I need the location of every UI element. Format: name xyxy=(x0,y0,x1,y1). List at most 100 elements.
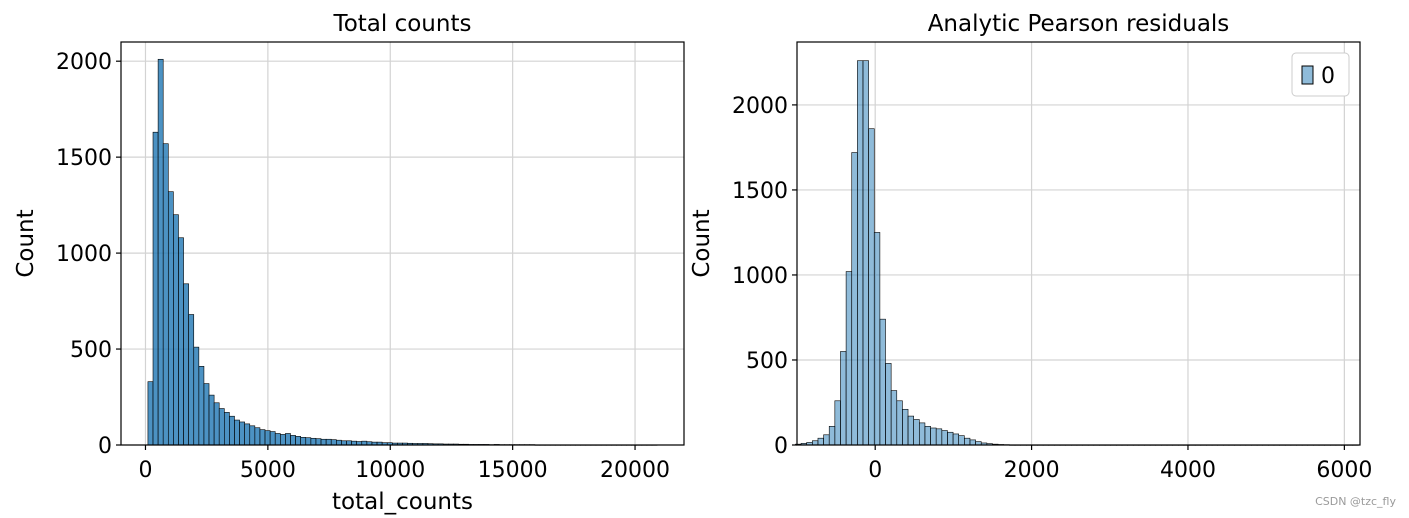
y-tick-label: 2000 xyxy=(56,50,112,75)
y-tick-label: 1500 xyxy=(732,179,788,204)
histogram-bar xyxy=(879,318,886,446)
histogram-bar xyxy=(290,435,296,446)
histogram-bar xyxy=(930,427,937,446)
histogram-bar xyxy=(193,346,200,446)
x-ticks: 0 2000 4000 6000 xyxy=(868,445,1372,483)
histogram-bar xyxy=(330,439,337,446)
y-tick-label: 500 xyxy=(70,338,112,363)
histogram-bar xyxy=(958,435,965,446)
x-tick-label: 15000 xyxy=(478,458,548,483)
y-tick-label: 1000 xyxy=(732,264,788,289)
histogram-bar xyxy=(812,440,819,446)
histogram-bar xyxy=(325,438,332,446)
y-tick-label: 500 xyxy=(746,349,788,374)
x-tick-label: 4000 xyxy=(1160,458,1216,483)
y-axis-label: Count xyxy=(13,209,39,277)
x-ticks: 0 5000 10000 15000 20000 xyxy=(138,445,670,483)
x-tick-label: 2000 xyxy=(1004,458,1060,483)
legend-box xyxy=(1291,52,1350,97)
x-tick-label: 0 xyxy=(138,458,152,483)
histogram-bar xyxy=(828,425,836,446)
histogram-bar xyxy=(147,381,154,446)
y-ticks: 0 500 1000 1500 2000 xyxy=(56,50,121,459)
histogram-bar xyxy=(341,440,347,446)
histogram-bar xyxy=(857,60,864,446)
x-axis-label: total_counts xyxy=(332,489,473,515)
histogram-bar xyxy=(254,427,261,446)
chart-title: Total counts xyxy=(333,11,472,37)
y-tick-label: 1000 xyxy=(56,242,112,267)
x-tick-label: 0 xyxy=(868,458,882,483)
histogram-bar xyxy=(862,60,869,446)
histogram-bar xyxy=(315,438,322,446)
watermark: CSDN @tzc_fly xyxy=(1315,495,1396,508)
histogram-bar xyxy=(868,128,875,446)
histogram-bar xyxy=(907,415,914,446)
histogram-bar xyxy=(896,400,903,446)
histogram-bar xyxy=(162,143,169,446)
x-tick-label: 20000 xyxy=(600,458,670,483)
histogram-bar xyxy=(234,419,240,446)
x-tick-label: 10000 xyxy=(355,458,425,483)
histogram-bar xyxy=(152,131,159,446)
histogram-bar xyxy=(840,351,847,446)
histogram-bars xyxy=(147,58,658,446)
histogram-bar xyxy=(188,314,195,446)
y-tick-label: 2000 xyxy=(732,94,788,119)
histogram-bars xyxy=(795,60,1359,446)
histogram-bar xyxy=(964,437,971,446)
y-tick-label: 0 xyxy=(774,434,788,459)
histogram-bar xyxy=(902,408,909,446)
histogram-bar xyxy=(320,438,327,446)
histogram-bar xyxy=(285,433,291,446)
histogram-bar xyxy=(305,437,312,446)
histogram-bar xyxy=(157,58,164,446)
histogram-bar xyxy=(183,283,189,446)
chart-title: Analytic Pearson residuals xyxy=(928,11,1230,37)
histogram-bar xyxy=(264,430,271,446)
histogram-bar xyxy=(851,152,858,446)
histogram-bar xyxy=(203,383,210,446)
histogram-bar xyxy=(218,408,225,446)
histogram-bar xyxy=(280,434,286,446)
legend-swatch xyxy=(1301,65,1314,85)
plot-frame xyxy=(796,41,1361,446)
histogram-bar xyxy=(873,232,881,446)
histogram-bar xyxy=(300,437,307,446)
histogram-bar xyxy=(346,440,352,446)
histogram-bar xyxy=(834,400,841,446)
histogram-bar xyxy=(178,237,184,446)
histogram-bar xyxy=(208,394,215,446)
histogram-bar xyxy=(817,437,824,446)
chart-pearson-residuals: 0 2000 4000 6000 0 500 1000 1500 2000 Analytic … xyxy=(689,11,1372,483)
histogram-bar xyxy=(259,429,266,446)
histogram-bar xyxy=(244,423,251,446)
histogram-bar xyxy=(223,412,230,446)
histogram-bar xyxy=(913,419,920,446)
y-tick-label: 1500 xyxy=(56,146,112,171)
histogram-bar xyxy=(924,425,931,446)
y-ticks: 0 500 1000 1500 2000 xyxy=(732,94,797,459)
histogram-bar xyxy=(947,431,954,446)
y-tick-label: 0 xyxy=(98,434,112,459)
histogram-bar xyxy=(295,436,301,446)
histogram-bar xyxy=(823,434,830,446)
histogram-bar xyxy=(167,191,174,446)
histogram-bar xyxy=(269,431,276,446)
plot-frame xyxy=(120,41,685,446)
x-tick-label: 5000 xyxy=(240,458,296,483)
histogram-bar xyxy=(969,439,976,446)
chart-total-counts: 0 5000 10000 15000 20000 0 500 1000 1500 2000 To… xyxy=(13,11,685,515)
x-tick-label: 6000 xyxy=(1316,458,1372,483)
histogram-bar xyxy=(890,390,898,446)
histogram-bar xyxy=(213,402,220,446)
legend-label: 0 xyxy=(1321,64,1335,89)
histogram-bar xyxy=(229,415,235,446)
histogram-bar xyxy=(239,421,245,446)
histogram-bar xyxy=(941,430,948,446)
histogram-bar xyxy=(845,271,853,446)
histogram-bar xyxy=(935,428,943,446)
histogram-bar xyxy=(173,214,179,446)
histogram-bar xyxy=(198,366,205,446)
